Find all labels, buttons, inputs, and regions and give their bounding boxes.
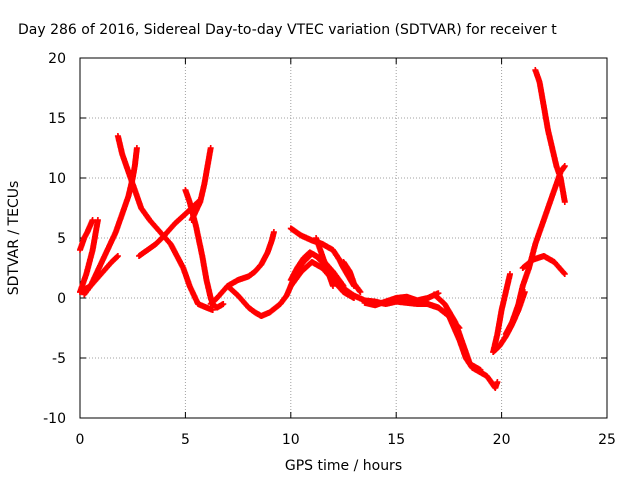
y-tick-label: 0	[57, 291, 66, 307]
chart-title: Day 286 of 2016, Sidereal Day-to-day VTE…	[18, 22, 557, 38]
series-5	[114, 133, 216, 313]
series-22	[502, 163, 568, 337]
series-17	[361, 290, 442, 309]
series-19	[431, 291, 484, 373]
series-points	[313, 235, 336, 289]
x-tick-label: 10	[282, 432, 300, 448]
x-tick-label: 0	[76, 432, 85, 448]
x-tick-label: 15	[387, 432, 405, 448]
y-tick-label: 20	[48, 51, 66, 67]
y-tick-label: 15	[48, 111, 66, 127]
series-points	[431, 291, 484, 373]
series-points	[188, 145, 214, 223]
series-23	[519, 253, 568, 277]
y-axis-label: SDTVAR / TECUs	[6, 181, 22, 296]
series-points	[519, 253, 568, 277]
y-tick-label: -10	[43, 411, 66, 427]
series-24	[532, 67, 568, 205]
series-points	[502, 163, 568, 337]
series-points	[207, 229, 277, 307]
series-9	[207, 229, 277, 307]
y-tick-label: 5	[57, 231, 66, 247]
series-points	[340, 259, 364, 295]
series-8	[188, 145, 214, 223]
data-points	[77, 67, 568, 391]
series-10	[224, 271, 298, 319]
x-tick-label: 25	[598, 432, 616, 448]
x-tick-label: 5	[181, 432, 190, 448]
series-15	[313, 235, 336, 289]
axis-ticks: 0 5 10 15 20 25 -10 -5 0 5 10 15 20	[43, 51, 616, 448]
y-tick-label: 10	[48, 171, 66, 187]
x-axis-label: GPS time / hours	[285, 458, 402, 474]
y-tick-label: -5	[52, 351, 66, 367]
series-1	[77, 217, 96, 253]
series-points	[114, 133, 216, 313]
series-points	[532, 67, 568, 205]
series-points	[361, 290, 442, 309]
series-16	[340, 259, 364, 295]
x-tick-label: 20	[493, 432, 511, 448]
series-points	[224, 271, 298, 319]
series-points	[77, 217, 96, 253]
